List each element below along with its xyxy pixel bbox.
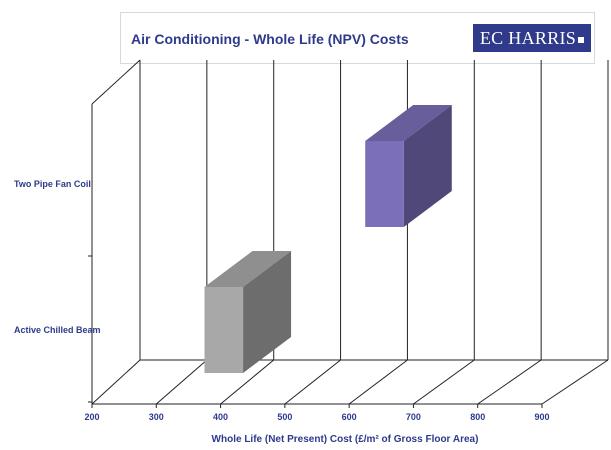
x-tick-label: 700: [406, 412, 421, 422]
floor-line-600: [348, 359, 408, 405]
chart-title: Air Conditioning - Whole Life (NPV) Cost…: [131, 31, 409, 47]
floor-line-800: [477, 359, 542, 405]
bar-side-1: [243, 251, 292, 373]
x-axis-title: Whole Life (Net Present) Cost (£/m² of G…: [212, 434, 479, 445]
floor-line-900: [541, 359, 609, 405]
floor-line-700: [413, 359, 475, 405]
x-tick-label: 200: [84, 412, 99, 422]
x-tick-label: 500: [277, 412, 292, 422]
brand-logo: EC HARRIS: [473, 24, 591, 52]
x-tick-label: 300: [149, 412, 164, 422]
bar-front-0: [365, 141, 404, 227]
floor-line-200: [91, 359, 141, 405]
brand-name: EC HARRIS: [479, 28, 577, 48]
category-label: Two Pipe Fan Coil: [14, 179, 91, 189]
bar-front-1: [204, 287, 244, 373]
left-wall-top: [91, 59, 141, 105]
x-tick-label: 400: [213, 412, 228, 422]
floor-line-400: [220, 359, 275, 405]
bar-side-0: [403, 105, 452, 227]
x-tick-label: 800: [470, 412, 485, 422]
category-label: Active Chilled Beam: [14, 325, 101, 335]
floor-line-500: [284, 359, 341, 405]
bar-top-0: [365, 105, 452, 141]
bar-top-1: [204, 251, 292, 287]
brand-mark-icon: [578, 36, 585, 43]
floor-line-300: [155, 359, 208, 405]
x-tick-label: 900: [534, 412, 549, 422]
x-tick-label: 600: [342, 412, 357, 422]
title-box: Air Conditioning - Whole Life (NPV) Cost…: [120, 12, 595, 64]
